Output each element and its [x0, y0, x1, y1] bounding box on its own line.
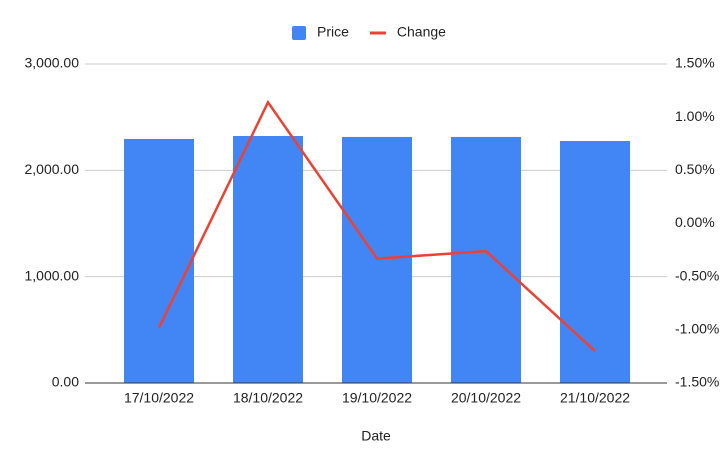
bar [451, 136, 521, 383]
y2-tick-label: 0.00% [675, 214, 715, 230]
legend-label: Change [397, 24, 446, 40]
x-tick-label: 18/10/2022 [233, 390, 303, 406]
legend-swatch [292, 26, 306, 40]
y2-tick-label: -1.50% [675, 374, 719, 390]
y2-tick-label: 1.00% [675, 108, 715, 124]
x-tick-label: 20/10/2022 [451, 390, 521, 406]
bar [560, 140, 630, 383]
x-axis-title: Date [361, 428, 391, 444]
y-tick-label: 0.00 [52, 374, 79, 390]
y2-tick-label: 1.50% [675, 55, 715, 71]
bar [124, 138, 194, 383]
y-tick-label: 2,000.00 [25, 161, 80, 177]
bar [342, 136, 412, 383]
y-tick-label: 3,000.00 [25, 55, 80, 71]
x-tick-label: 19/10/2022 [342, 390, 412, 406]
x-tick-label: 17/10/2022 [124, 390, 194, 406]
line [157, 99, 596, 353]
y-tick-label: 1,000.00 [25, 267, 80, 283]
y2-tick-label: -0.50% [675, 267, 719, 283]
x-tick-label: 21/10/2022 [560, 390, 630, 406]
legend-label: Price [317, 24, 349, 40]
y2-tick-label: 0.50% [675, 161, 715, 177]
bar [233, 135, 303, 383]
y2-tick-label: -1.00% [675, 321, 719, 337]
